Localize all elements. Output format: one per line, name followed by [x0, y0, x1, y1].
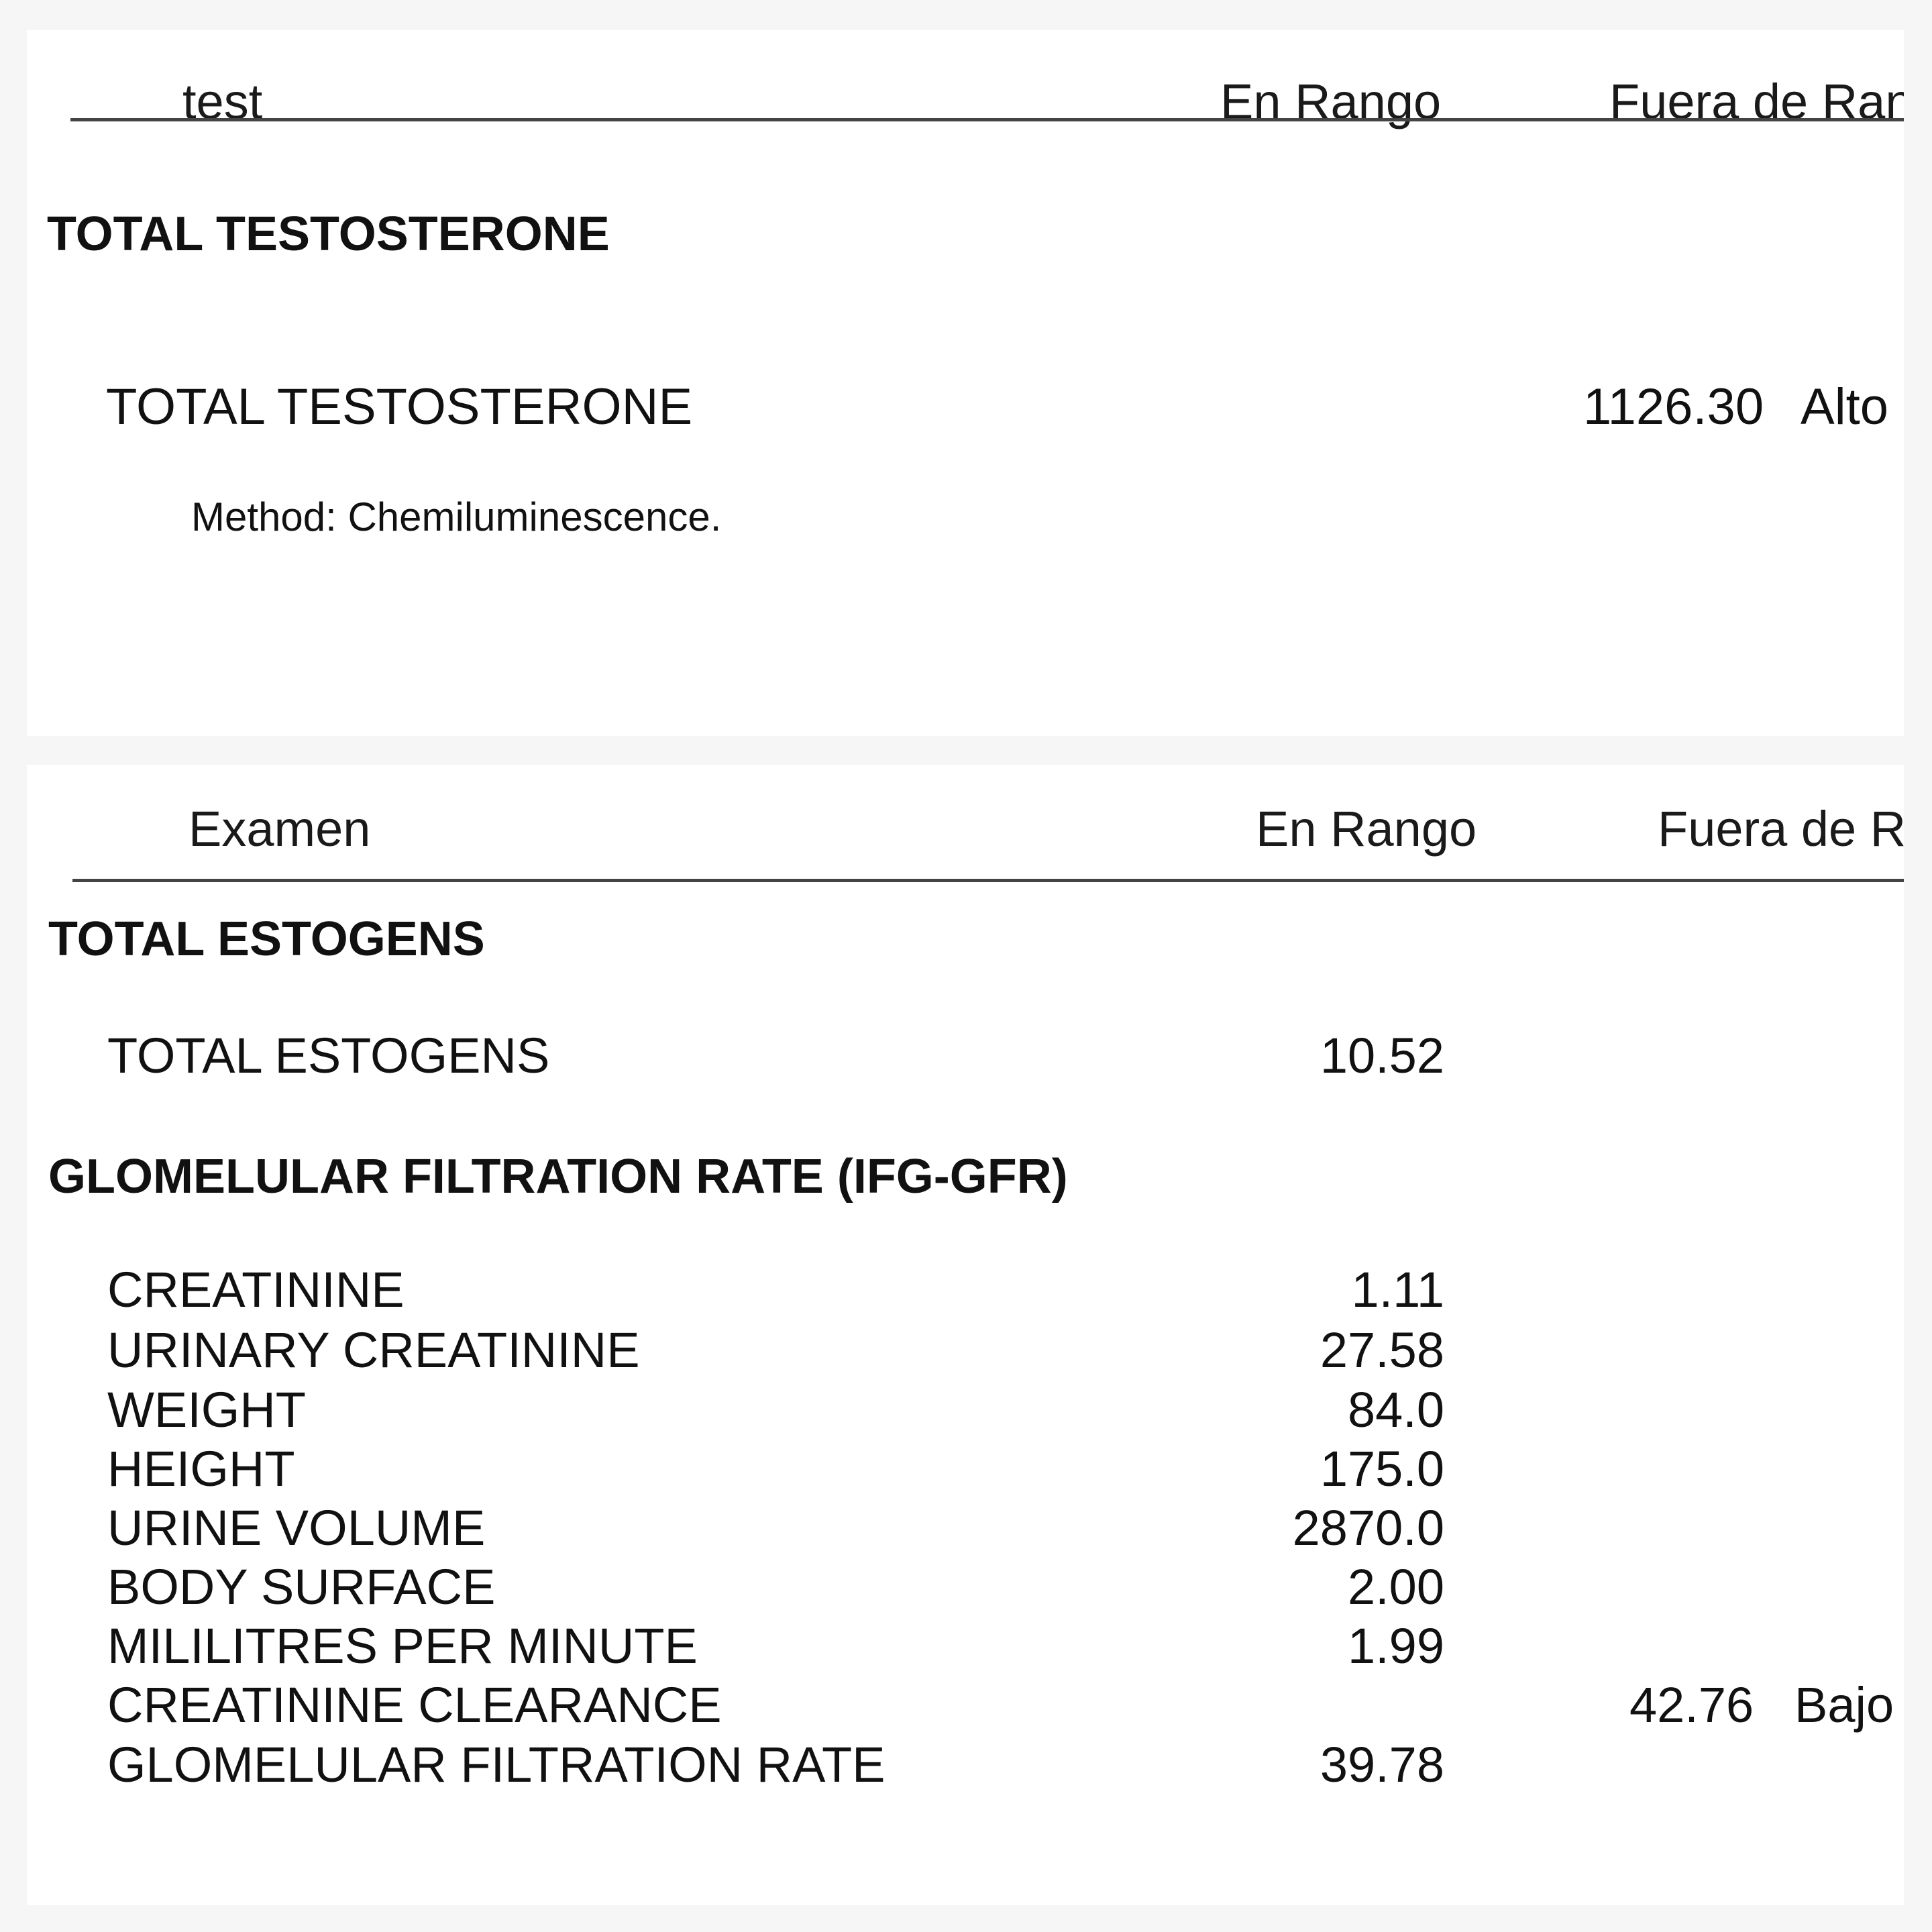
- row-name: TOTAL ESTOGENS: [107, 1028, 550, 1083]
- row-name: CREATININE CLEARANCE: [107, 1677, 722, 1733]
- section-title: TOTAL TESTOSTERONE: [47, 207, 610, 261]
- row-out-value: 42.76: [1629, 1677, 1754, 1733]
- header-in-range: En Rango: [1256, 801, 1477, 857]
- row-value: 2870.0: [1292, 1500, 1444, 1556]
- row-value: 39.78: [1320, 1737, 1444, 1792]
- row-name: URINE VOLUME: [107, 1500, 486, 1556]
- row-value: 175.0: [1320, 1441, 1444, 1497]
- row-value: 1.11: [1351, 1262, 1444, 1318]
- row-value: 1.99: [1347, 1618, 1444, 1674]
- section-title-estrogens: TOTAL ESTOGENS: [48, 912, 485, 966]
- item-name: TOTAL TESTOSTERONE: [106, 378, 693, 435]
- row-name: BODY SURFACE: [107, 1559, 496, 1615]
- row-name: GLOMELULAR FILTRATION RATE: [107, 1737, 885, 1792]
- header-divider: [70, 118, 1904, 121]
- testosterone-panel: test En Rango Fuera de Ran TOTAL TESTOST…: [27, 30, 1904, 736]
- row-name: MILILITRES PER MINUTE: [107, 1618, 698, 1674]
- row-value: 10.52: [1320, 1028, 1444, 1083]
- row-name: CREATININE: [107, 1262, 405, 1318]
- row-value: 84.0: [1347, 1382, 1444, 1438]
- header-test: Examen: [189, 801, 371, 857]
- row-value: 2.00: [1347, 1559, 1444, 1615]
- section-title-gfr: GLOMELULAR FILTRATION RATE (IFG-GFR): [48, 1150, 1068, 1203]
- row-name: HEIGHT: [107, 1441, 295, 1497]
- row-name: WEIGHT: [107, 1382, 306, 1438]
- row-value: 27.58: [1320, 1322, 1444, 1378]
- method-note: Method: Chemiluminescence.: [191, 494, 722, 539]
- header-divider: [72, 879, 1904, 882]
- item-flag: Alto: [1801, 378, 1888, 435]
- results-panel: Examen En Rango Fuera de R TOTAL ESTOGEN…: [27, 765, 1904, 1905]
- header-out-range: Fuera de R: [1658, 801, 1904, 857]
- row-name: URINARY CREATININE: [107, 1322, 640, 1378]
- row-flag: Bajo: [1794, 1677, 1894, 1733]
- item-out-value: 1126.30: [1583, 378, 1764, 435]
